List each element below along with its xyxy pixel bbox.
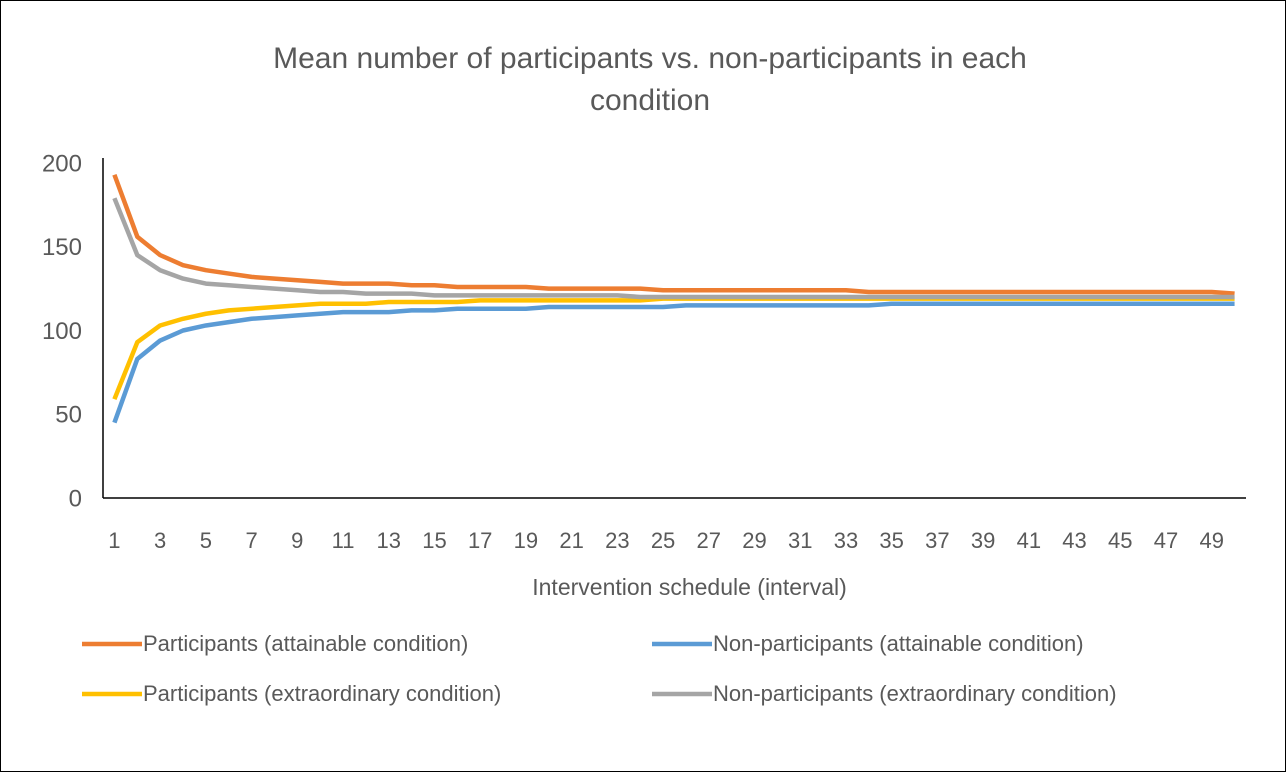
x-tick-label: 27 bbox=[697, 528, 721, 553]
x-tick-label: 5 bbox=[200, 528, 212, 553]
x-tick-label: 17 bbox=[468, 528, 492, 553]
y-tick-label: 100 bbox=[42, 318, 82, 345]
x-tick-label: 1 bbox=[108, 528, 120, 553]
series-line bbox=[112, 296, 1235, 401]
chart-title: Mean number of participants vs. non-part… bbox=[273, 42, 1027, 117]
x-tick-label: 19 bbox=[514, 528, 538, 553]
x-tick-label: 11 bbox=[332, 528, 355, 553]
x-tick-label: 13 bbox=[377, 528, 401, 553]
x-axis-title: Intervention schedule (interval) bbox=[532, 574, 847, 600]
x-tick-label: 3 bbox=[154, 528, 166, 553]
legend-label: Non-participants (extraordinary conditio… bbox=[713, 681, 1117, 706]
y-tick-label: 50 bbox=[55, 402, 82, 429]
legend-label: Non-participants (attainable condition) bbox=[713, 631, 1084, 656]
x-tick-label: 7 bbox=[245, 528, 257, 553]
x-tick-label: 41 bbox=[1017, 528, 1041, 553]
x-tick-label: 21 bbox=[559, 528, 583, 553]
series-line bbox=[112, 173, 1235, 296]
x-tick-label: 33 bbox=[834, 528, 858, 553]
x-tick-label: 37 bbox=[925, 528, 949, 553]
y-tick-label: 0 bbox=[69, 485, 82, 512]
x-tick-label: 35 bbox=[879, 528, 903, 553]
legend-label: Participants (extraordinary condition) bbox=[143, 681, 501, 706]
x-tick-label: 43 bbox=[1062, 528, 1086, 553]
x-tick-label: 47 bbox=[1154, 528, 1178, 553]
x-tick-label: 15 bbox=[422, 528, 446, 553]
series-line bbox=[112, 197, 1235, 300]
x-tick-label: 31 bbox=[788, 528, 812, 553]
y-tick-label: 150 bbox=[42, 234, 82, 261]
x-tick-label: 29 bbox=[742, 528, 766, 553]
legend-label: Participants (attainable condition) bbox=[143, 631, 468, 656]
x-tick-label: 45 bbox=[1108, 528, 1132, 553]
x-tick-label: 23 bbox=[605, 528, 629, 553]
x-tick-label: 49 bbox=[1199, 528, 1223, 553]
x-tick-label: 39 bbox=[971, 528, 995, 553]
y-tick-label: 200 bbox=[42, 150, 82, 177]
x-tick-label: 9 bbox=[291, 528, 303, 553]
series-line bbox=[112, 301, 1235, 424]
x-tick-label: 25 bbox=[651, 528, 675, 553]
